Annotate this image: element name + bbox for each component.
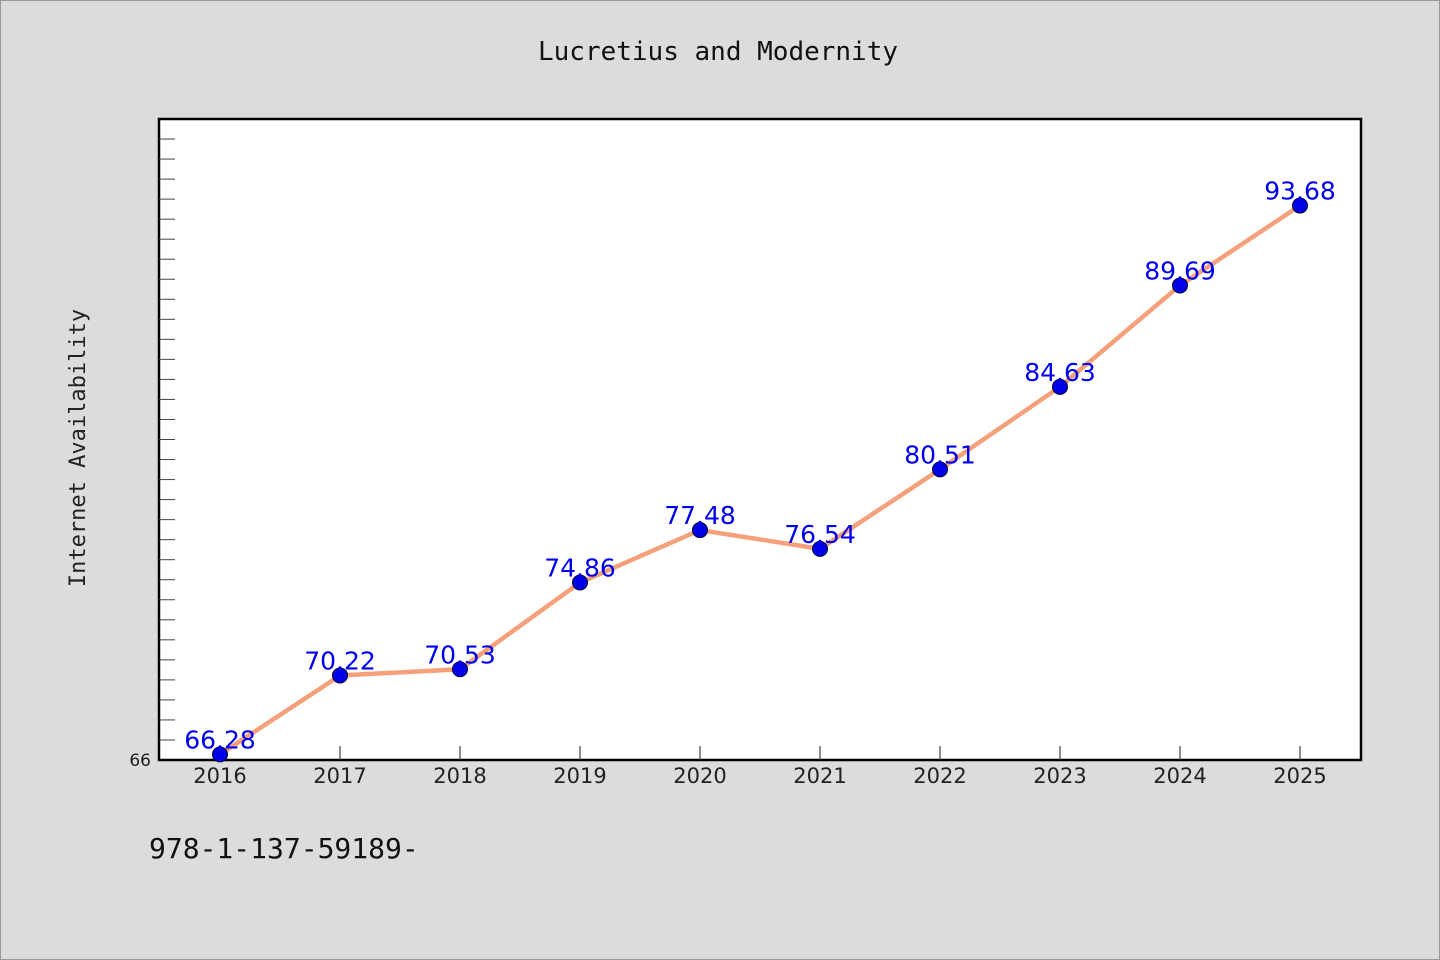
series-layer: 66.28 70.22 70.53 74.86 77.48 76.54 80.51 84.63… <box>184 177 1336 763</box>
data-point <box>1172 277 1188 294</box>
data-label: 66.28 <box>184 725 256 754</box>
data-point <box>212 746 228 763</box>
x-tick-label: 2016 <box>193 764 246 788</box>
y-axis-ticks: 66 <box>129 138 175 771</box>
data-label: 80.51 <box>904 440 976 469</box>
chart-title: Lucretius and Modernity <box>538 37 898 67</box>
x-tick-label: 2025 <box>1273 764 1326 788</box>
data-point <box>572 574 588 591</box>
data-label: 93.68 <box>1264 177 1336 206</box>
y-axis-label: Internet Availability <box>66 309 91 587</box>
x-tick-label: 2020 <box>673 764 726 788</box>
footnote-text: 978-1-137-59189- <box>149 832 419 865</box>
x-tick-label: 2023 <box>1033 764 1086 788</box>
data-label: 84.63 <box>1024 358 1096 387</box>
x-tick-label: 2018 <box>433 764 486 788</box>
plot-area <box>157 117 1363 762</box>
x-tick-label: 2021 <box>793 764 846 788</box>
data-point <box>932 461 948 478</box>
data-point <box>1292 197 1308 214</box>
data-point <box>1052 378 1068 395</box>
data-point <box>452 661 468 678</box>
data-label: 77.48 <box>664 501 736 530</box>
data-label: 74.86 <box>544 554 616 583</box>
x-tick-label: 2019 <box>553 764 606 788</box>
data-label: 70.53 <box>424 640 496 669</box>
x-tick-label: 2022 <box>913 764 966 788</box>
data-point <box>692 522 708 539</box>
data-point <box>812 540 828 557</box>
data-label: 89.69 <box>1144 256 1216 285</box>
x-axis-ticks: 2016 2017 2018 2019 2020 2021 2022 2023 2024 2025 <box>193 746 1327 788</box>
data-point <box>332 667 348 684</box>
series-line <box>218 203 1302 757</box>
data-label: 70.22 <box>304 646 376 675</box>
y-tick-label: 66 <box>129 751 151 771</box>
x-tick-label: 2024 <box>1153 764 1206 788</box>
data-label: 76.54 <box>784 520 856 549</box>
x-tick-label: 2017 <box>313 764 366 788</box>
